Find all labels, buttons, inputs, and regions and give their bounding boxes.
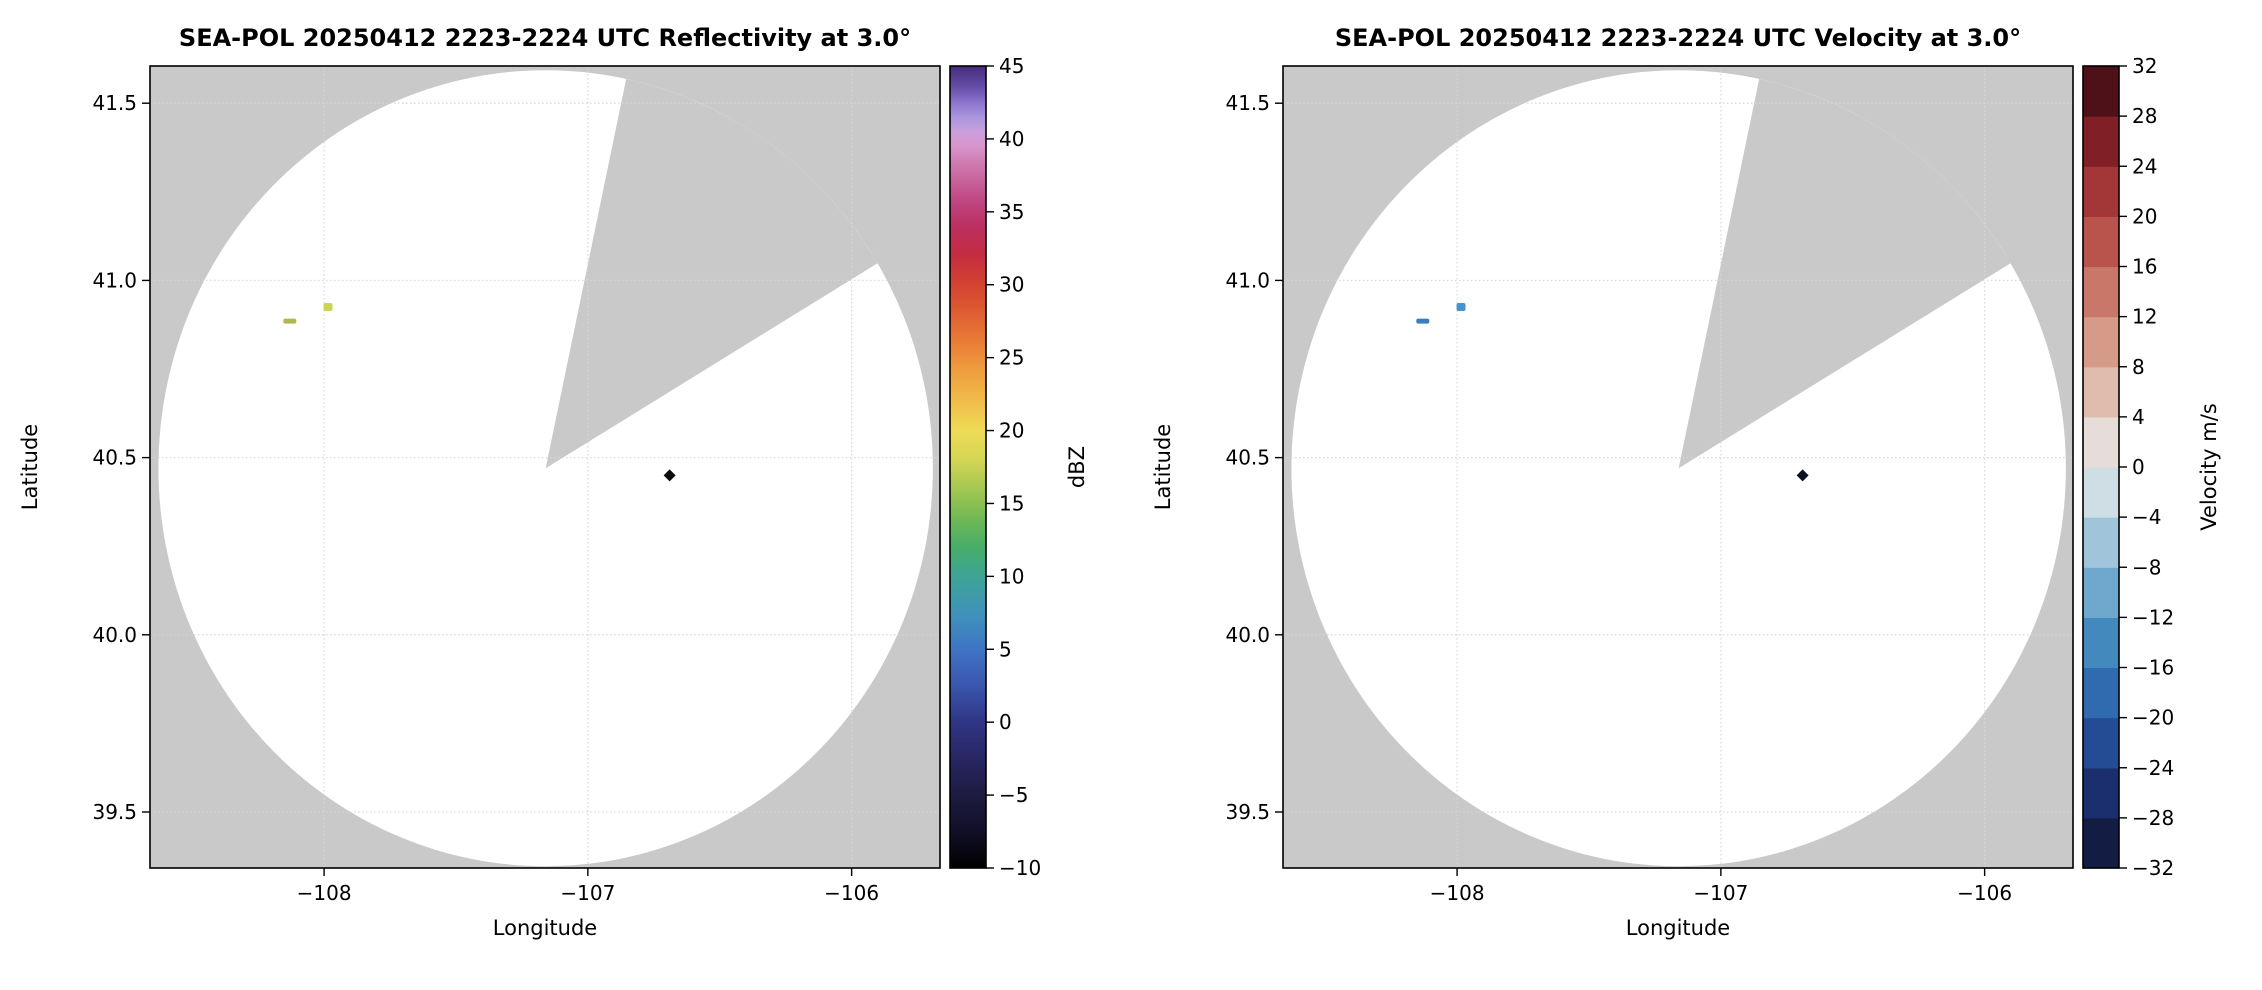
- colorbar-tick-label: −32: [2132, 856, 2174, 880]
- colorbar-tick-label: 12: [2132, 305, 2157, 329]
- y-tick-label: 39.5: [1225, 800, 1270, 824]
- colorbar-tick-label: 32: [2132, 54, 2157, 78]
- velocity-plot-canvas: −108 −107 −106 39.5 40.0 40.5 41.0 41.5 −32 −28 −2…: [1225, 54, 2174, 905]
- axes-border: [149, 65, 941, 869]
- colorbar-tick-label: −20: [2132, 706, 2174, 730]
- colorbar-band: [2083, 416, 2119, 468]
- colorbar-tick-label: 40: [999, 127, 1024, 151]
- x-tick-label: −107: [1693, 881, 1748, 905]
- echo-mark: [283, 318, 297, 324]
- y-tick-label: 39.5: [92, 800, 137, 824]
- colorbar-border: [949, 65, 987, 869]
- colorbar-tick-label: 45: [999, 54, 1024, 78]
- colorbar-tick-label: −24: [2132, 756, 2174, 780]
- colorbar-tick-label: 4: [2132, 405, 2145, 429]
- y-tick-label: 40.0: [1225, 623, 1270, 647]
- colorbar-band: [2083, 617, 2119, 669]
- colorbar-tick-label: 20: [2132, 204, 2157, 228]
- x-tick-label: −108: [1430, 881, 1485, 905]
- echo-mark: [1796, 469, 1809, 482]
- colorbar-tick-label: 25: [999, 346, 1024, 370]
- y-tick-label: 41.0: [1225, 268, 1270, 292]
- velocity-title: SEA-POL 20250412 2223-2224 UTC Velocity …: [1334, 24, 2022, 52]
- colorbar-band: [2083, 717, 2119, 769]
- y-tick-label: 40.5: [92, 446, 137, 470]
- colorbar-tick-label: −8: [2132, 555, 2161, 579]
- colorbar-tick-label: 5: [999, 637, 1012, 661]
- echo-mark: [1456, 302, 1466, 311]
- echo-mark: [1416, 318, 1430, 324]
- velocity-colorbar-label: Velocity m/s: [2197, 403, 2221, 531]
- y-tick-label: 41.5: [1225, 91, 1270, 115]
- colorbar-band: [2083, 817, 2119, 869]
- x-tick-label: −107: [560, 881, 615, 905]
- colorbar-band: [2083, 216, 2119, 268]
- velocity-xaxis-label: Longitude: [1625, 916, 1731, 940]
- reflectivity-title: SEA-POL 20250412 2223-2224 UTC Reflectiv…: [178, 24, 912, 52]
- reflectivity-plot-canvas: −108 −107 −106 39.5 40.0 40.5 41.0 41.5 −10 −5 0 5 1…: [92, 54, 1041, 905]
- colorbar-band: [2083, 366, 2119, 418]
- colorbar-tick-label: 20: [999, 419, 1024, 443]
- colorbar-band: [2083, 266, 2119, 318]
- echo-mark: [323, 302, 333, 311]
- colorbar-tick-label: 0: [2132, 455, 2145, 479]
- colorbar-tick-label: 35: [999, 200, 1024, 224]
- colorbar-band: [2083, 66, 2119, 117]
- colorbar-tick-label: 28: [2132, 104, 2157, 128]
- x-tick-label: −106: [824, 881, 879, 905]
- colorbar-tick-label: −5: [999, 783, 1028, 807]
- colorbar-tick-label: −16: [2132, 656, 2174, 680]
- colorbar-band: [2083, 767, 2119, 819]
- colorbar-tick-label: −28: [2132, 806, 2174, 830]
- colorbar-tick-label: 30: [999, 273, 1024, 297]
- x-tick-label: −106: [1957, 881, 2012, 905]
- blocked-sector: [1678, 78, 2011, 469]
- colorbar-tick-label: −4: [2132, 505, 2161, 529]
- colorbar-tick-label: 24: [2132, 154, 2157, 178]
- colorbar-band: [2083, 316, 2119, 368]
- colorbar-tick-label: −12: [2132, 605, 2174, 629]
- colorbar-tick-label: 0: [999, 710, 1012, 734]
- colorbar-band: [2083, 567, 2119, 618]
- colorbar-band: [2083, 116, 2119, 167]
- colorbar-tick-label: −10: [999, 856, 1041, 880]
- reflectivity-colorbar-label: dBZ: [1065, 445, 1089, 489]
- colorbar-band: [2083, 467, 2119, 518]
- velocity-yaxis-label: Latitude: [1151, 423, 1175, 511]
- axes-border: [1282, 65, 2074, 869]
- y-tick-label: 40.0: [92, 623, 137, 647]
- reflectivity-yaxis-label: Latitude: [18, 423, 42, 511]
- colorbar-band: [2083, 166, 2119, 217]
- y-tick-label: 41.5: [92, 91, 137, 115]
- colorbar-tick-label: 15: [999, 491, 1024, 515]
- blocked-sector: [545, 78, 878, 469]
- colorbar-tick-label: 8: [2132, 355, 2145, 379]
- colorbar-tick-label: 16: [2132, 255, 2157, 279]
- colorbar-gradient: [950, 66, 986, 868]
- y-tick-label: 41.0: [92, 268, 137, 292]
- colorbar-band: [2083, 667, 2119, 719]
- echo-mark: [663, 469, 676, 482]
- y-tick-label: 40.5: [1225, 446, 1270, 470]
- reflectivity-xaxis-label: Longitude: [492, 916, 598, 940]
- x-tick-label: −108: [297, 881, 352, 905]
- colorbar-band: [2083, 517, 2119, 568]
- colorbar-tick-label: 10: [999, 564, 1024, 588]
